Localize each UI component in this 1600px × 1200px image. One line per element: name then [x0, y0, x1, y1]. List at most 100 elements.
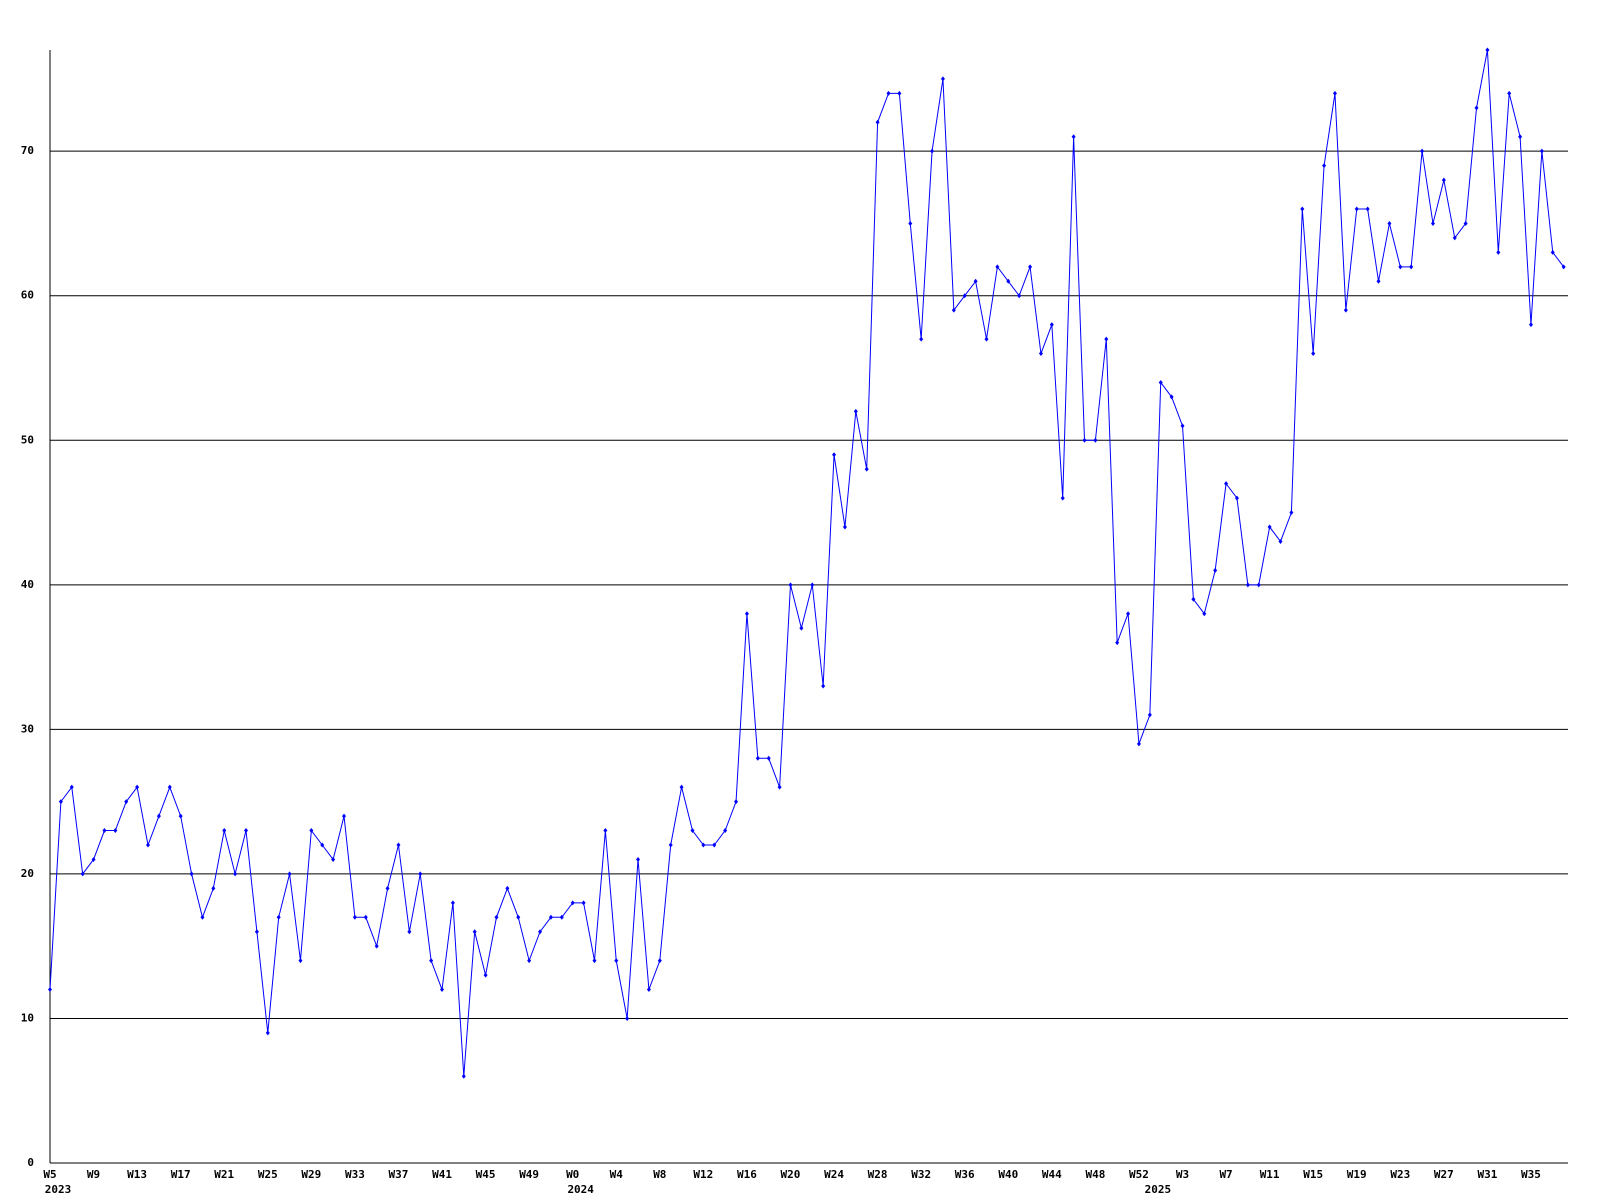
- point: [1452, 235, 1457, 241]
- point: [646, 987, 651, 993]
- point: [614, 958, 619, 964]
- point: [342, 813, 347, 819]
- point: [156, 813, 161, 819]
- point: [254, 929, 259, 935]
- point: [766, 755, 771, 761]
- x-tick-label: W49: [519, 1168, 539, 1181]
- point: [625, 1015, 630, 1021]
- point: [516, 914, 521, 920]
- point: [1082, 437, 1087, 443]
- point: [875, 119, 880, 125]
- point: [244, 828, 249, 834]
- point: [1017, 293, 1022, 299]
- x-tick-label: W44: [1042, 1168, 1062, 1181]
- point: [690, 828, 695, 834]
- point: [897, 90, 902, 96]
- point: [320, 842, 325, 848]
- point: [701, 842, 706, 848]
- x-tick-label: W4: [610, 1168, 624, 1181]
- point: [135, 784, 140, 790]
- point: [1115, 640, 1120, 646]
- x-tick-label: W21: [214, 1168, 234, 1181]
- x-tick-label: W3: [1176, 1168, 1189, 1181]
- point: [233, 871, 238, 877]
- point: [668, 842, 673, 848]
- point: [200, 914, 205, 920]
- point: [1213, 567, 1218, 573]
- x-year-label: 2023: [45, 1183, 72, 1196]
- x-tick-label: W28: [868, 1168, 888, 1181]
- point: [559, 914, 564, 920]
- point: [1474, 105, 1479, 111]
- point: [418, 871, 423, 877]
- point: [712, 842, 717, 848]
- x-tick-label: W48: [1085, 1168, 1105, 1181]
- point: [374, 943, 379, 949]
- point: [461, 1073, 466, 1079]
- y-tick-label: 40: [21, 578, 34, 591]
- point: [407, 929, 412, 935]
- x-tick-label: W19: [1347, 1168, 1367, 1181]
- x-tick-label: W15: [1303, 1168, 1323, 1181]
- point: [1136, 741, 1141, 747]
- point: [1528, 322, 1533, 328]
- point: [734, 799, 739, 805]
- point: [396, 842, 401, 848]
- point: [1376, 278, 1381, 284]
- point: [1028, 264, 1033, 270]
- point: [788, 582, 793, 588]
- x-tick-label: W23: [1390, 1168, 1410, 1181]
- point: [450, 900, 455, 906]
- point: [146, 842, 151, 848]
- point: [1507, 90, 1512, 96]
- point: [886, 90, 891, 96]
- point: [1463, 220, 1468, 226]
- point: [69, 784, 74, 790]
- point: [1518, 134, 1523, 140]
- point: [1038, 351, 1043, 357]
- x-tick-label: W9: [87, 1168, 100, 1181]
- point: [331, 856, 336, 862]
- point: [124, 799, 129, 805]
- point: [1441, 177, 1446, 183]
- point: [581, 900, 586, 906]
- point: [1343, 307, 1348, 313]
- y-tick-label: 0: [27, 1156, 34, 1169]
- x-tick-label: W40: [998, 1168, 1018, 1181]
- point: [1169, 394, 1174, 400]
- x-tick-label: W52: [1129, 1168, 1149, 1181]
- x-tick-label: W29: [301, 1168, 321, 1181]
- point: [951, 307, 956, 313]
- point: [777, 784, 782, 790]
- x-tick-label: W12: [693, 1168, 713, 1181]
- point: [429, 958, 434, 964]
- point: [1093, 437, 1098, 443]
- point: [1256, 582, 1261, 588]
- point: [1224, 481, 1229, 487]
- point: [505, 885, 510, 891]
- x-tick-label: W32: [911, 1168, 931, 1181]
- point: [1071, 134, 1076, 140]
- point: [80, 871, 85, 877]
- point: [287, 871, 292, 877]
- point: [1234, 495, 1239, 501]
- point: [755, 755, 760, 761]
- point: [91, 856, 96, 862]
- y-tick-label: 20: [21, 867, 34, 880]
- x-year-label: 2024: [567, 1183, 594, 1196]
- point: [744, 611, 749, 617]
- point: [1191, 596, 1196, 602]
- point: [636, 856, 641, 862]
- point: [1485, 47, 1490, 53]
- point: [363, 914, 368, 920]
- point: [1354, 206, 1359, 212]
- point: [603, 828, 608, 834]
- point: [494, 914, 499, 920]
- point: [1180, 423, 1185, 429]
- point: [1104, 336, 1109, 342]
- x-tick-label: W11: [1260, 1168, 1280, 1181]
- point: [1365, 206, 1370, 212]
- point: [908, 220, 913, 226]
